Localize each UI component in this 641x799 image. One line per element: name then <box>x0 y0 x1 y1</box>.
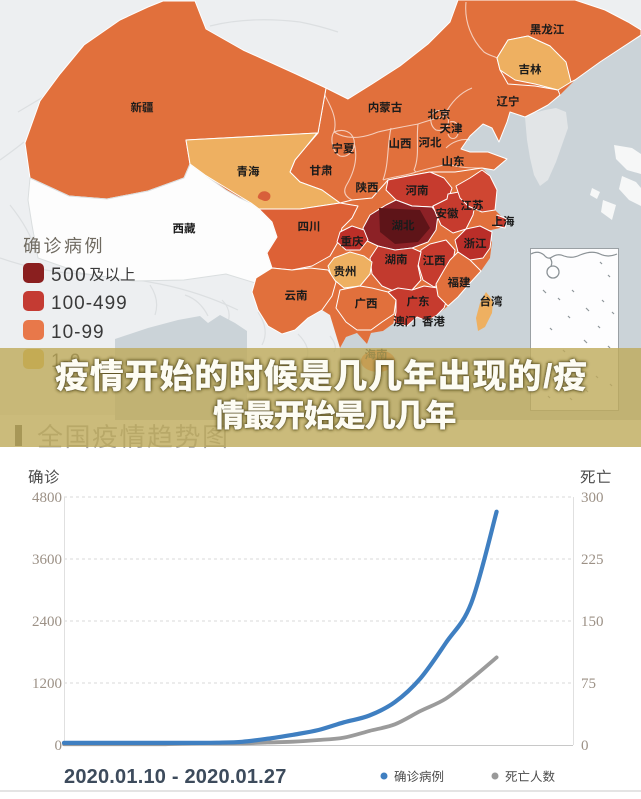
svg-text:/: / <box>543 358 553 396</box>
svg-text:3600: 3600 <box>32 552 62 568</box>
svg-text:2020.01.10 - 2020.01.27: 2020.01.10 - 2020.01.27 <box>64 766 287 788</box>
svg-text:150: 150 <box>581 614 604 630</box>
svg-text:500: 500 <box>51 265 87 286</box>
svg-text:0: 0 <box>581 738 589 754</box>
svg-text:10-99: 10-99 <box>51 322 105 343</box>
svg-text:225: 225 <box>581 552 604 568</box>
svg-text:2400: 2400 <box>32 614 62 630</box>
svg-text:0: 0 <box>55 738 63 754</box>
svg-text:4800: 4800 <box>32 490 62 506</box>
svg-text:300: 300 <box>581 490 604 506</box>
svg-text:75: 75 <box>581 676 596 692</box>
svg-text:1200: 1200 <box>32 676 62 692</box>
svg-text:100-499: 100-499 <box>51 293 128 314</box>
